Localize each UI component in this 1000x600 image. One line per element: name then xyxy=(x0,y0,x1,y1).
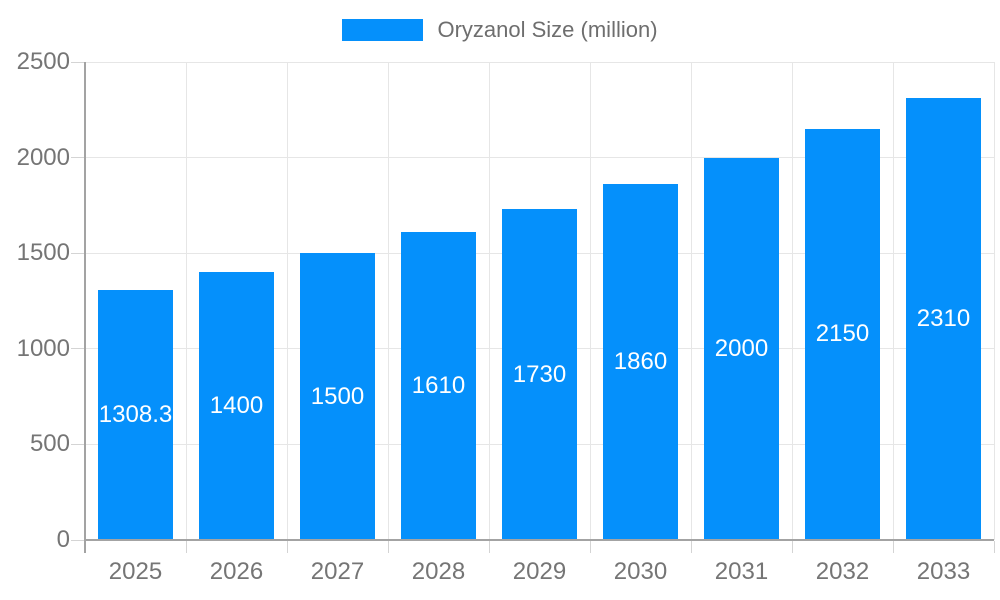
x-gridline xyxy=(993,62,995,540)
y-axis-tick xyxy=(71,348,85,350)
bar-2031[interactable] xyxy=(704,157,779,539)
bar-2032[interactable] xyxy=(805,128,880,539)
bar-2029[interactable] xyxy=(502,209,577,539)
x-axis-tick xyxy=(185,541,187,553)
y-axis-tick xyxy=(71,252,85,254)
bar-value-label: 2000 xyxy=(714,334,769,362)
x-axis-label: 2029 xyxy=(512,558,567,585)
legend-swatch-icon xyxy=(342,19,424,41)
y-gridline xyxy=(85,157,994,159)
x-gridline xyxy=(791,62,793,540)
x-axis-label: 2025 xyxy=(108,558,163,585)
x-gridline xyxy=(589,62,591,540)
y-axis-label: 2500 xyxy=(16,48,70,75)
y-axis-label: 500 xyxy=(29,430,70,458)
y-axis-label: 2000 xyxy=(16,143,70,171)
x-axis-label: 2031 xyxy=(714,558,769,585)
x-gridline xyxy=(286,62,288,540)
bar-2030[interactable] xyxy=(603,184,678,539)
bar-2025[interactable] xyxy=(98,289,173,539)
x-axis-tick xyxy=(690,541,692,553)
x-axis-tick xyxy=(791,541,793,553)
x-axis-label: 2026 xyxy=(209,558,264,585)
x-gridline xyxy=(185,62,187,540)
y-axis-line xyxy=(84,62,86,553)
y-gridline xyxy=(85,61,994,63)
bar-value-label: 2310 xyxy=(916,305,971,333)
bar-2026[interactable] xyxy=(199,272,274,539)
y-axis-tick xyxy=(71,443,85,445)
y-axis-tick xyxy=(71,539,85,541)
x-axis-label: 2033 xyxy=(916,558,971,585)
bar-value-label: 1610 xyxy=(411,372,466,400)
legend-item-oryzanol[interactable]: Oryzanol Size (million) xyxy=(342,17,658,43)
bar-2033[interactable] xyxy=(906,98,981,539)
x-axis-line xyxy=(85,539,994,541)
bar-value-label: 1860 xyxy=(613,348,668,376)
legend: Oryzanol Size (million) xyxy=(0,17,1000,43)
x-axis-tick xyxy=(993,541,995,553)
bar-value-label: 1308.3 xyxy=(98,400,173,428)
x-gridline xyxy=(488,62,490,540)
bar-value-label: 2150 xyxy=(815,320,870,348)
x-axis-tick xyxy=(589,541,591,553)
x-axis-label: 2028 xyxy=(411,558,466,585)
bar-2028[interactable] xyxy=(401,232,476,539)
y-axis-tick xyxy=(71,61,85,63)
x-axis-tick xyxy=(387,541,389,553)
legend-label: Oryzanol Size (million) xyxy=(437,17,658,42)
x-axis-label: 2027 xyxy=(310,558,365,585)
bar-value-label: 1730 xyxy=(512,360,567,388)
x-gridline xyxy=(892,62,894,540)
y-axis-label: 1500 xyxy=(16,239,70,267)
bar-value-label: 1500 xyxy=(310,382,365,410)
x-axis-tick xyxy=(286,541,288,553)
x-axis-tick xyxy=(892,541,894,553)
x-axis-label: 2030 xyxy=(613,558,668,585)
x-gridline xyxy=(690,62,692,540)
y-axis-tick xyxy=(71,157,85,159)
x-axis-label: 2032 xyxy=(815,558,870,585)
x-axis-tick xyxy=(488,541,490,553)
bar-value-label: 1400 xyxy=(209,392,264,420)
x-gridline xyxy=(387,62,389,540)
y-axis-label: 1000 xyxy=(16,334,70,362)
bar-2027[interactable] xyxy=(300,253,375,539)
y-axis-label: 0 xyxy=(56,526,70,553)
